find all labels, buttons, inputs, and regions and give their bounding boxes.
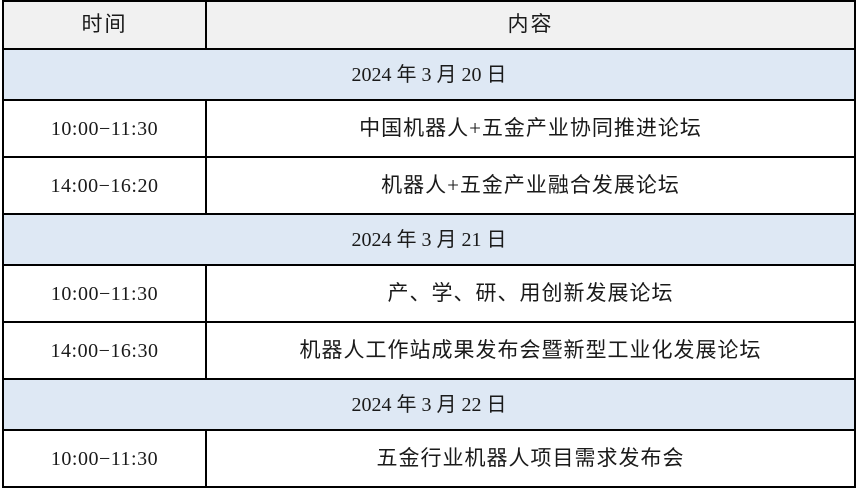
table-row: 14:00−16:20 机器人+五金产业融合发展论坛 — [2, 156, 856, 215]
date-label: 2024 年 3 月 20 日 — [2, 48, 856, 101]
session-time: 14:00−16:20 — [2, 156, 207, 215]
session-topic: 五金行业机器人项目需求发布会 — [205, 429, 856, 488]
table-header-row: 时间 内容 — [2, 0, 856, 50]
column-header-topic: 内容 — [205, 0, 856, 50]
column-header-time: 时间 — [2, 0, 207, 50]
session-topic: 产、学、研、用创新发展论坛 — [205, 264, 856, 323]
table-row: 10:00−11:30 五金行业机器人项目需求发布会 — [2, 429, 856, 488]
session-topic: 机器人+五金产业融合发展论坛 — [205, 156, 856, 215]
session-topic: 中国机器人+五金产业协同推进论坛 — [205, 99, 856, 158]
date-separator-row: 2024 年 3 月 22 日 — [2, 378, 856, 431]
table-row: 10:00−11:30 产、学、研、用创新发展论坛 — [2, 264, 856, 323]
session-topic: 机器人工作站成果发布会暨新型工业化发展论坛 — [205, 321, 856, 380]
session-time: 14:00−16:30 — [2, 321, 207, 380]
date-separator-row: 2024 年 3 月 21 日 — [2, 213, 856, 266]
session-time: 10:00−11:30 — [2, 264, 207, 323]
session-time: 10:00−11:30 — [2, 99, 207, 158]
date-label: 2024 年 3 月 21 日 — [2, 213, 856, 266]
table-row: 14:00−16:30 机器人工作站成果发布会暨新型工业化发展论坛 — [2, 321, 856, 380]
table-row: 10:00−11:30 中国机器人+五金产业协同推进论坛 — [2, 99, 856, 158]
session-time: 10:00−11:30 — [2, 429, 207, 488]
date-separator-row: 2024 年 3 月 20 日 — [2, 48, 856, 101]
date-label: 2024 年 3 月 22 日 — [2, 378, 856, 431]
